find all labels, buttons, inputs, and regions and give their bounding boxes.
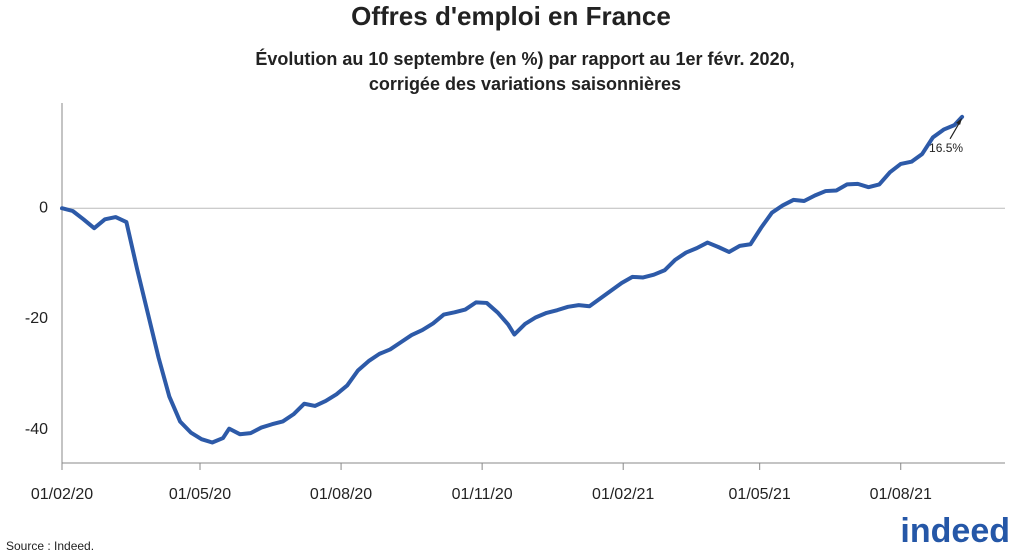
source: Source : Indeed. [6,539,94,553]
data-label: 16.5% [929,141,963,155]
chart-title: Offres d'emploi en France [351,1,671,31]
chart-subtitle: corrigée des variations saisonnières [369,74,681,94]
x-tick-label: 01/08/21 [870,486,932,503]
annotation-arrowhead [956,117,963,125]
data-line [60,114,965,445]
y-tick-label: -40 [25,421,48,438]
x-tick-label: 01/02/21 [592,486,654,503]
x-tick-label: 01/08/20 [310,486,372,503]
x-tick-label: 01/05/21 [729,486,791,503]
x-tick-label: 01/05/20 [169,486,231,503]
x-tick-label: 01/02/20 [31,486,93,503]
x-tick-label: 01/11/20 [452,486,513,503]
y-tick-label: 0 [39,199,48,216]
logo: indeed [900,512,1010,550]
chart-subtitle: Évolution au 10 septembre (en %) par rap… [255,48,794,69]
y-tick-label: -20 [25,310,48,327]
